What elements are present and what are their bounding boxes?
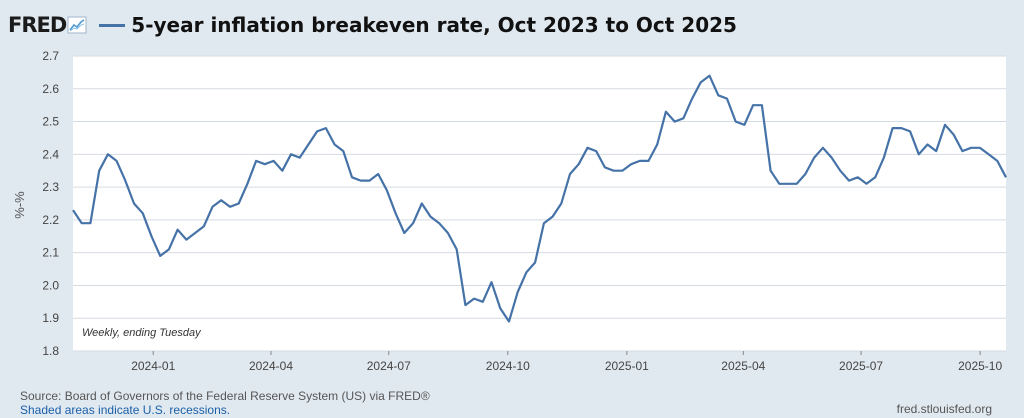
y-tick-label: 2.3 xyxy=(42,180,59,194)
y-tick-label: 2.1 xyxy=(42,246,59,260)
x-tick-label: 2024-04 xyxy=(249,359,293,373)
footer-source: Source: Board of Governors of the Federa… xyxy=(20,389,430,417)
x-tick-label: 2025-07 xyxy=(839,359,883,373)
fred-logo[interactable]: FRED xyxy=(8,13,67,37)
y-tick-label: 2.2 xyxy=(42,213,59,227)
x-tick-label: 2025-01 xyxy=(605,359,649,373)
y-tick-label: 2.7 xyxy=(42,49,59,63)
graph-icon xyxy=(67,16,87,34)
x-tick-label: 2024-07 xyxy=(367,359,411,373)
y-tick-label: 2.6 xyxy=(42,82,59,96)
frequency-annotation: Weekly, ending Tuesday xyxy=(82,327,202,339)
chart-title: 5-year inflation breakeven rate, Oct 202… xyxy=(131,13,737,37)
x-tick-label: 2024-10 xyxy=(486,359,530,373)
y-tick-label: 1.8 xyxy=(42,344,59,358)
series-line xyxy=(72,74,1007,323)
y-axis-label: %-% xyxy=(12,191,27,219)
y-tick-label: 2.0 xyxy=(42,278,59,292)
recessions-link[interactable]: Shaded areas indicate U.S. recessions. xyxy=(20,403,231,417)
x-tick-labels: 2024-01 2024-04 2024-07 2024-10 2025-01 2025-… xyxy=(131,359,1002,373)
y-tick-label: 2.5 xyxy=(42,115,59,129)
source-text: Source: Board of Governors of the Federa… xyxy=(20,389,430,403)
plot-area xyxy=(73,56,1006,351)
gridlines xyxy=(73,55,1006,355)
site-url[interactable]: fred.stlouisfed.org xyxy=(896,402,992,416)
y-tick-label: 2.4 xyxy=(42,147,59,161)
x-tick-label: 2025-10 xyxy=(958,359,1002,373)
x-tick-label: 2024-01 xyxy=(131,359,175,373)
chart-header: FRED 5-year inflation breakeven rate, Oc… xyxy=(8,8,737,42)
y-tick-label: 1.9 xyxy=(42,311,59,325)
y-tick-labels: 1.8 1.9 2.0 2.1 2.2 2.3 2.4 2.5 2.6 2.7 xyxy=(42,49,59,358)
x-tick-label: 2025-04 xyxy=(721,359,765,373)
legend-line-swatch xyxy=(99,23,126,27)
